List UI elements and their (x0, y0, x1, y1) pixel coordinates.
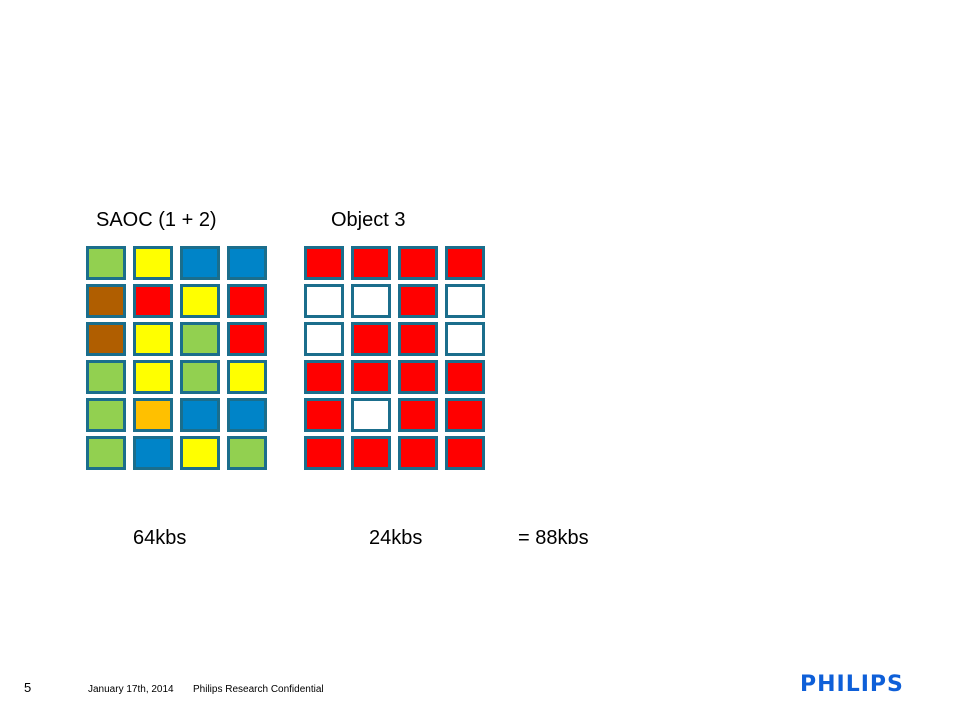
saoc-tile (180, 398, 220, 432)
saoc-tile (227, 322, 267, 356)
object3-group-label: Object 3 (331, 209, 406, 231)
footer-confidential: Philips Research Confidential (193, 684, 324, 695)
object3-tile (304, 360, 344, 394)
page-number: 5 (24, 680, 32, 695)
saoc-tile (133, 360, 173, 394)
object3-tile (398, 360, 438, 394)
object3-tile (304, 398, 344, 432)
object3-tile (398, 322, 438, 356)
object3-tile (351, 284, 391, 318)
saoc-tile (86, 246, 126, 280)
saoc-tile (133, 436, 173, 470)
object3-tile (398, 398, 438, 432)
total-bitrate-label: = 88kbs (518, 527, 589, 549)
philips-logo: PHILIPS (800, 672, 904, 697)
object3-tile (398, 246, 438, 280)
saoc-tile (180, 322, 220, 356)
object3-tile (445, 398, 485, 432)
saoc-tile (133, 246, 173, 280)
saoc-tile (227, 398, 267, 432)
saoc-tile (180, 246, 220, 280)
object3-tile (445, 360, 485, 394)
object3-tile (351, 246, 391, 280)
object3-tile (351, 322, 391, 356)
object3-tile (304, 436, 344, 470)
saoc-tile (86, 398, 126, 432)
object3-bitrate-label: 24kbs (369, 527, 423, 549)
saoc-tile (227, 436, 267, 470)
saoc-tile (227, 246, 267, 280)
saoc-bitrate-label: 64kbs (133, 527, 187, 549)
object3-tile (398, 436, 438, 470)
object3-tile (351, 360, 391, 394)
saoc-tile (133, 284, 173, 318)
footer-date: January 17th, 2014 (88, 684, 174, 695)
saoc-tile (133, 322, 173, 356)
saoc-tile (133, 398, 173, 432)
saoc-tile (86, 436, 126, 470)
object3-tile (351, 436, 391, 470)
object3-tile (398, 284, 438, 318)
object3-tile (304, 284, 344, 318)
object3-tile (445, 246, 485, 280)
object3-tile (304, 322, 344, 356)
saoc-tile (180, 284, 220, 318)
saoc-tile (227, 360, 267, 394)
saoc-tile (180, 360, 220, 394)
saoc-tile (86, 284, 126, 318)
saoc-tile-grid (86, 246, 267, 470)
saoc-tile (86, 360, 126, 394)
saoc-tile (180, 436, 220, 470)
object3-tile (445, 322, 485, 356)
object3-tile (445, 284, 485, 318)
object3-tile (351, 398, 391, 432)
object3-tile (445, 436, 485, 470)
saoc-tile (227, 284, 267, 318)
saoc-tile (86, 322, 126, 356)
object3-tile-grid (304, 246, 485, 470)
saoc-group-label: SAOC (1 + 2) (96, 209, 217, 231)
object3-tile (304, 246, 344, 280)
